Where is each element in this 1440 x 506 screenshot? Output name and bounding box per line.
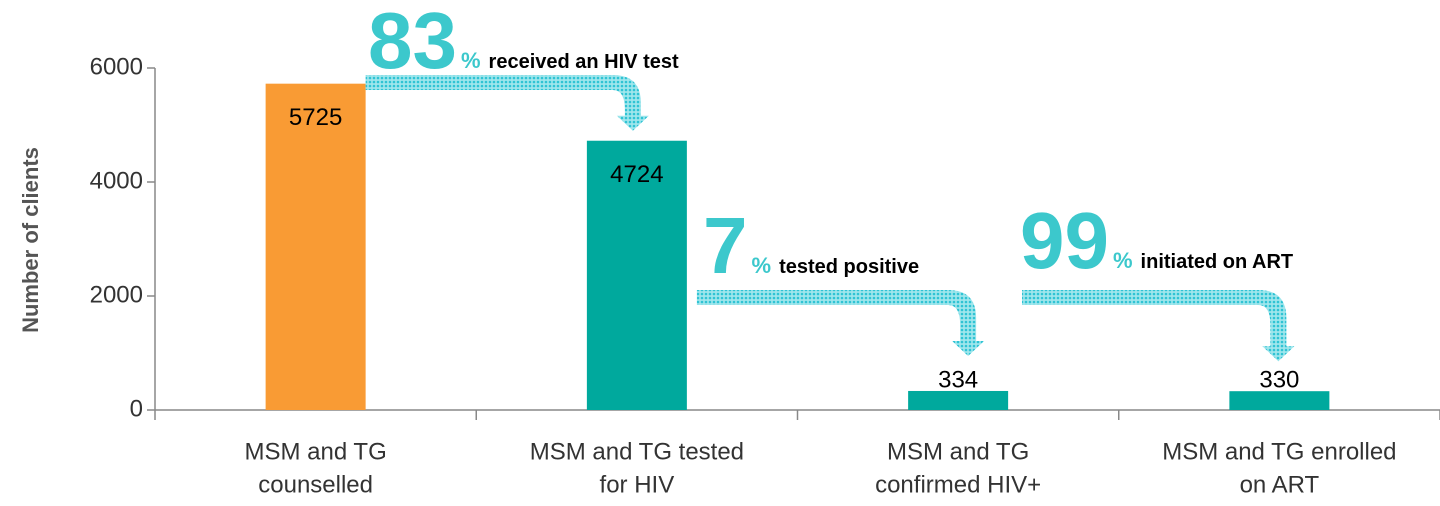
value-label: 330 xyxy=(1259,367,1299,394)
annotation-number: 99 xyxy=(1020,196,1109,285)
arrow xyxy=(365,75,649,131)
y-axis-title: Number of clients xyxy=(18,147,43,333)
annotation-unit: % xyxy=(461,48,481,73)
x-tick-label: MSM and TG xyxy=(244,438,386,465)
x-tick-label: MSM and TG enrolled xyxy=(1162,438,1396,465)
annotation-unit: % xyxy=(752,253,772,278)
annotation: 83% received an HIV test xyxy=(368,0,679,85)
y-tick-label: 6000 xyxy=(90,53,143,80)
bar xyxy=(1229,391,1330,410)
annotation-unit: % xyxy=(1113,248,1133,273)
annotation: 99% initiated on ART xyxy=(1020,196,1293,285)
value-label: 5725 xyxy=(289,104,342,131)
y-tick-label: 4000 xyxy=(90,167,143,194)
y-tick-label: 2000 xyxy=(90,281,143,308)
annotation-text: initiated on ART xyxy=(1141,251,1294,273)
y-tick-label: 0 xyxy=(130,395,143,422)
value-label: 4724 xyxy=(610,161,663,188)
annotation-text: received an HIV test xyxy=(489,51,679,73)
bar xyxy=(265,83,366,411)
x-tick-label: counselled xyxy=(258,471,373,498)
annotation-number: 83 xyxy=(368,0,457,85)
annotation: 7% tested positive xyxy=(703,201,919,290)
x-tick-label: confirmed HIV+ xyxy=(875,471,1041,498)
bar xyxy=(586,140,687,410)
x-tick-label: on ART xyxy=(1240,471,1320,498)
x-tick-label: MSM and TG xyxy=(887,438,1029,465)
arrow xyxy=(1022,290,1295,362)
x-tick-label: for HIV xyxy=(600,471,675,498)
annotation-number: 7 xyxy=(703,201,748,290)
annotation-text: tested positive xyxy=(779,256,919,278)
arrow xyxy=(696,290,985,356)
value-label: 334 xyxy=(938,366,978,393)
x-tick-label: MSM and TG tested xyxy=(530,438,744,465)
bar xyxy=(908,390,1009,410)
